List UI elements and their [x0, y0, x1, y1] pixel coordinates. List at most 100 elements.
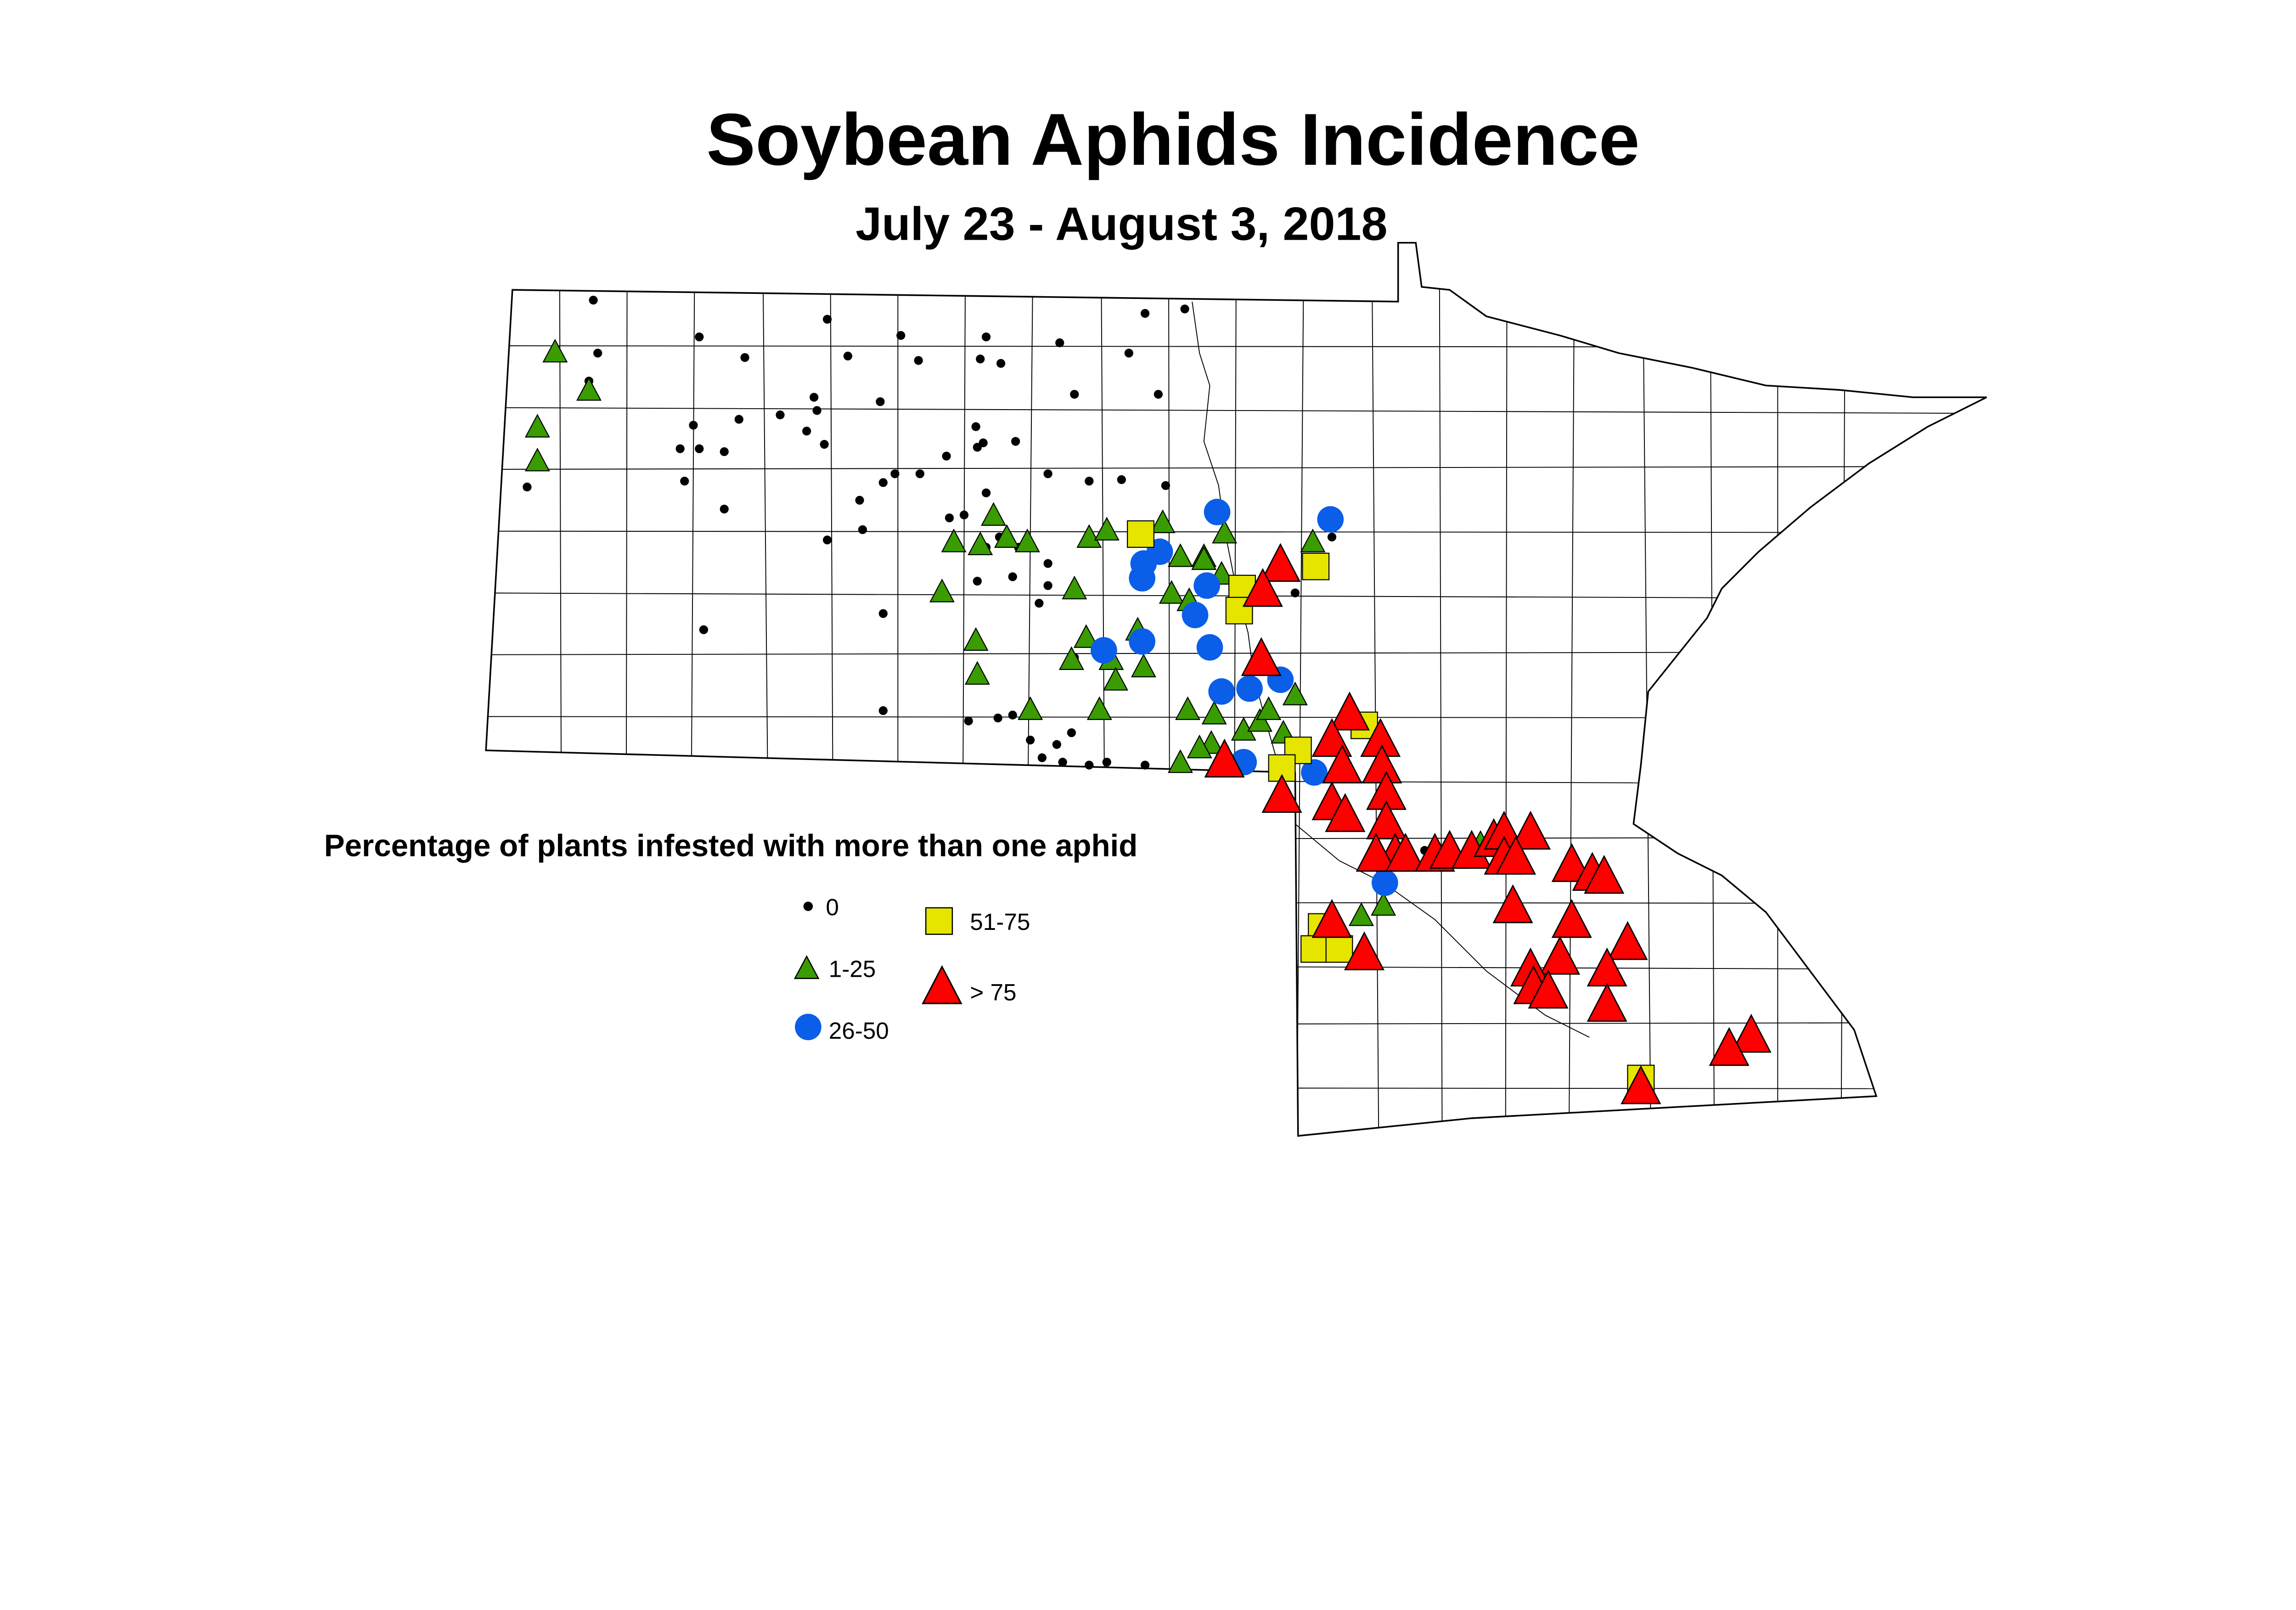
- county-line: [486, 777, 1987, 785]
- site-marker-0: [695, 332, 704, 342]
- site-marker-1-25: [1256, 696, 1282, 720]
- site-marker-over-75: [1709, 1027, 1750, 1066]
- site-marker-over-75: [1495, 835, 1536, 875]
- site-marker-1-25: [994, 524, 1019, 548]
- site-marker-0: [1011, 437, 1020, 446]
- county-line: [486, 466, 1987, 470]
- site-marker-1-25: [1212, 519, 1238, 544]
- map-subtitle: July 23 - August 3, 2018: [855, 197, 1388, 250]
- legend-item-2: 26-50: [795, 1013, 889, 1044]
- site-marker-0: [1290, 588, 1300, 597]
- site-marker-0: [1117, 475, 1126, 484]
- site-marker-51-75: [1300, 935, 1328, 963]
- site-marker-0: [1052, 740, 1061, 749]
- site-marker-0: [1124, 349, 1133, 358]
- site-marker-26-50: [1301, 759, 1328, 786]
- site-marker-0: [822, 535, 832, 545]
- site-marker-0: [810, 393, 819, 402]
- site-marker-1-25: [1014, 529, 1040, 552]
- site-marker-0: [1180, 304, 1189, 314]
- site-marker-0: [858, 525, 867, 535]
- site-marker-0: [981, 332, 991, 342]
- legend-label: > 75: [970, 980, 1016, 1006]
- site-marker-0: [680, 477, 689, 486]
- site-marker-1-25: [1076, 524, 1102, 548]
- county-line: [1568, 242, 1576, 1136]
- dot-icon: [803, 901, 813, 911]
- site-marker-1-25: [1191, 546, 1217, 570]
- legend-label: 1-25: [829, 956, 876, 982]
- site-marker-0: [878, 609, 888, 618]
- county-line: [486, 530, 1987, 533]
- site-marker-51-75: [1302, 552, 1330, 580]
- site-marker-0: [855, 495, 864, 505]
- site-marker-0: [720, 447, 729, 456]
- site-marker-1-25: [542, 338, 568, 363]
- aphid-incidence-map: Soybean Aphids Incidence July 23 - Augus…: [324, 98, 2001, 1155]
- site-marker-over-75: [1510, 811, 1551, 850]
- site-marker-1-25: [941, 529, 967, 552]
- large-triangle-icon: [922, 965, 962, 1004]
- site-marker-0: [876, 397, 885, 406]
- county-line: [486, 407, 1987, 414]
- site-marker-over-75: [1551, 899, 1592, 938]
- site-marker-over-75: [1329, 691, 1370, 731]
- site-marker-1-25: [963, 627, 989, 651]
- site-marker-over-75: [1311, 899, 1352, 938]
- site-marker-over-75: [1260, 543, 1301, 582]
- county-line: [1505, 242, 1508, 1136]
- site-marker-over-75: [1325, 793, 1366, 832]
- state-outlines: [471, 242, 2001, 1155]
- site-marker-1-25: [968, 531, 993, 556]
- site-marker-0: [971, 422, 980, 431]
- site-marker-over-75: [1356, 833, 1396, 872]
- site-marker-0: [812, 406, 822, 415]
- site-marker-1-25: [1175, 696, 1201, 720]
- legend-item-0: 0: [803, 894, 839, 920]
- site-marker-1-25: [524, 447, 550, 472]
- site-marker-0: [1070, 390, 1079, 399]
- site-marker-over-75: [1204, 738, 1245, 778]
- site-marker-1-25: [1349, 902, 1374, 926]
- site-marker-0: [1085, 477, 1094, 486]
- legend-label: 0: [826, 894, 839, 920]
- site-marker-0: [1043, 559, 1052, 568]
- site-marker-over-75: [1621, 1065, 1661, 1104]
- site-marker-26-50: [1204, 499, 1231, 525]
- site-marker-over-75: [1551, 843, 1592, 882]
- site-marker-0: [915, 469, 924, 478]
- county-line: [1439, 242, 1443, 1136]
- site-marker-0: [1037, 753, 1047, 762]
- site-marker-over-75: [1385, 833, 1426, 872]
- site-marker-0: [890, 469, 900, 478]
- site-marker-over-75: [1344, 931, 1385, 970]
- site-marker-0: [1008, 572, 1017, 581]
- map-title: Soybean Aphids Incidence: [706, 98, 1639, 180]
- site-marker-0: [523, 482, 532, 492]
- site-marker-26-50: [1196, 634, 1223, 661]
- site-marker-1-25: [929, 579, 955, 602]
- site-marker-over-75: [1242, 568, 1283, 607]
- site-marker-0: [695, 444, 704, 453]
- legend-item-1: 1-25: [793, 955, 876, 982]
- site-marker-26-50: [1182, 602, 1209, 629]
- site-marker-0: [720, 504, 729, 514]
- site-marker-1-25: [1282, 681, 1308, 705]
- site-marker-over-75: [1584, 855, 1625, 894]
- legend-item-4: > 75: [922, 965, 1017, 1006]
- site-marker-over-75: [1731, 1013, 1772, 1053]
- site-marker-0: [1043, 581, 1052, 590]
- site-marker-0: [1043, 469, 1052, 478]
- site-marker-0: [959, 510, 969, 520]
- site-marker-1-25: [1094, 517, 1120, 540]
- site-marker-51-75: [1127, 520, 1154, 548]
- site-marker-0: [964, 716, 973, 726]
- site-marker-26-50: [1129, 565, 1156, 592]
- site-marker-0: [1067, 728, 1076, 737]
- site-marker-26-50: [1129, 628, 1156, 655]
- site-marker-0: [675, 444, 685, 453]
- county-line: [471, 1149, 2001, 1155]
- site-marker-over-75: [1241, 637, 1282, 676]
- site-marker-0: [981, 488, 991, 497]
- site-marker-0: [1161, 481, 1171, 490]
